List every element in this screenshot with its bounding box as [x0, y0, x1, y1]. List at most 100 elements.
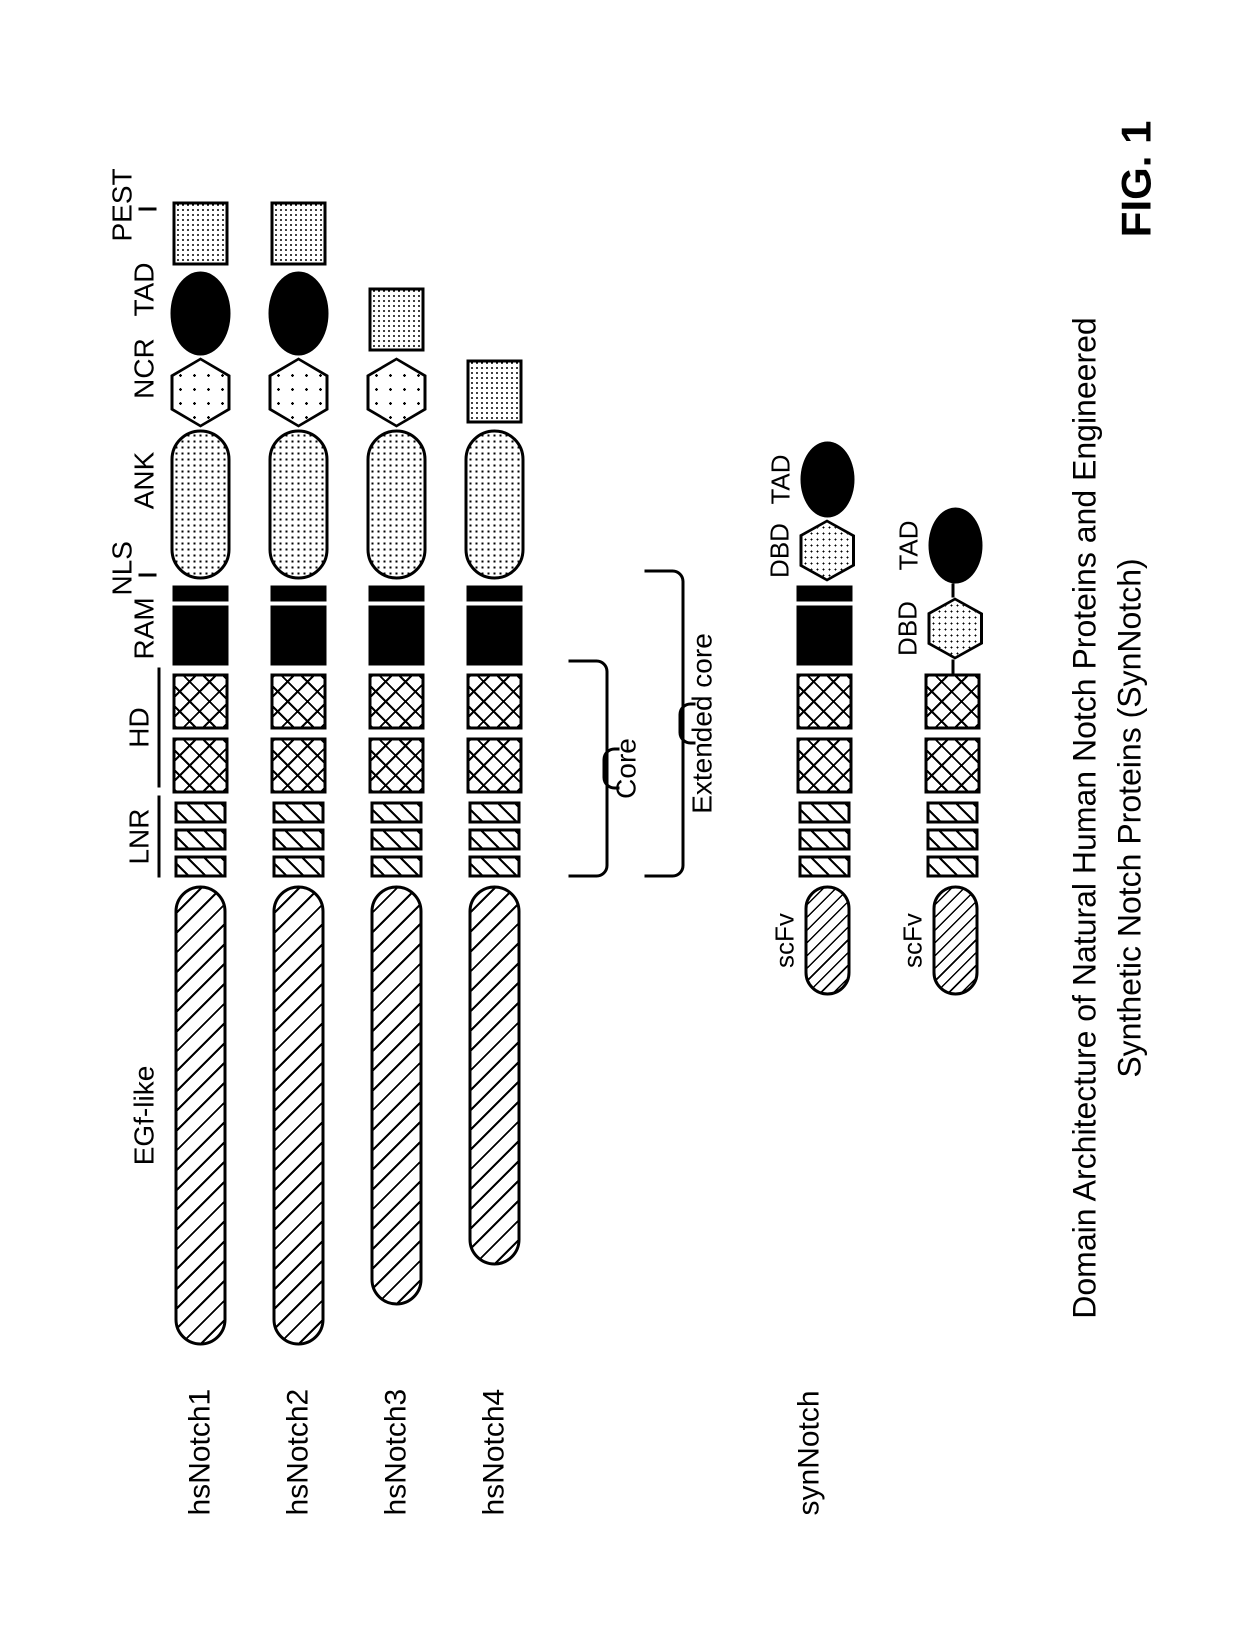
row-hsnotch2: hsNotch2: [269, 120, 329, 1515]
hd-header: HD: [124, 667, 161, 787]
lnr-domain: [469, 828, 521, 850]
lnr-domain: [469, 801, 521, 823]
ram-header: RAM: [129, 599, 161, 659]
nls-domain: [369, 585, 425, 601]
pest-domain: [271, 201, 327, 265]
tad-domain: [171, 271, 231, 355]
scfv-label: scFv: [769, 913, 800, 968]
scfv-domain: [804, 885, 850, 995]
label-hsnotch1: hsNotch1: [184, 1345, 218, 1515]
lnr-domain: [273, 855, 325, 877]
hd-domain: [797, 737, 853, 793]
tad-label: TAD: [765, 454, 796, 504]
tad-domain: [269, 271, 329, 355]
lnr-domain: [175, 828, 227, 850]
hd-domain: [271, 673, 327, 729]
core-brace: [569, 659, 609, 877]
lnr-header: LNR: [124, 795, 161, 877]
hd-domain: [369, 737, 425, 793]
lnr-domain: [799, 828, 851, 850]
ram-domain: [797, 605, 853, 665]
scfv-label: scFv: [897, 913, 928, 968]
lnr-domain: [799, 801, 851, 823]
ncr-domain: [171, 357, 231, 427]
figure-caption: Domain Architecture of Natural Human Not…: [1063, 120, 1153, 1515]
figure-number: FIG. 1: [1113, 120, 1161, 237]
label-hsnotch3: hsNotch3: [380, 1345, 414, 1515]
extended-core-brace: [645, 569, 685, 877]
lnr-domain: [927, 828, 979, 850]
row-hsnotch4: hsNotch4: [465, 120, 525, 1515]
connector: [951, 583, 954, 597]
lnr-domain: [273, 801, 325, 823]
label-hsnotch4: hsNotch4: [478, 1345, 512, 1515]
nls-domain: [173, 585, 229, 601]
pest-domain: [369, 287, 425, 351]
tad-label: TAD: [893, 520, 924, 570]
dbd-label: DBD: [764, 523, 795, 578]
row-hsnotch3: hsNotch3: [367, 120, 427, 1515]
tad-domain: [800, 441, 854, 517]
hd-domain: [173, 673, 229, 729]
egf-domain: [175, 885, 227, 1345]
nls-domain: [467, 585, 523, 601]
row-synnotch-core: scFv DBD TAD: [893, 120, 983, 1515]
dbd-domain: [799, 519, 855, 581]
tad-domain: [928, 507, 982, 583]
egf-domain: [273, 885, 325, 1345]
hd-domain: [467, 737, 523, 793]
pest-domain: [173, 201, 229, 265]
nls-domain: [271, 585, 327, 601]
tad-header: TAD: [129, 247, 161, 331]
nls-header: NLS: [107, 555, 161, 595]
dbd-domain: [927, 597, 983, 659]
label-synnotch: synNotch: [793, 1345, 827, 1515]
lnr-domain: [469, 855, 521, 877]
lnr-domain: [371, 801, 423, 823]
hd-domain: [173, 737, 229, 793]
lnr-domain: [175, 855, 227, 877]
connector: [951, 659, 954, 673]
ncr-domain: [367, 357, 427, 427]
hd-domain: [925, 673, 981, 729]
hd-domain: [797, 673, 853, 729]
ncr-domain: [269, 357, 329, 427]
diagram-container: EGf-like LNR HD RAM NLS ANK NCR TAD PEST…: [41, 40, 1201, 1595]
row-synnotch-extended: synNotch scFv DBD TAD: [765, 120, 855, 1515]
ank-domain: [269, 429, 329, 579]
ank-domain: [367, 429, 427, 579]
row-hsnotch1: hsNotch1: [171, 120, 231, 1515]
ank-domain: [465, 429, 525, 579]
lnr-domain: [371, 855, 423, 877]
ram-domain: [271, 605, 327, 665]
egf-header: EGf-like: [129, 885, 161, 1345]
brace-row: Core: [563, 120, 609, 1345]
brace-row-extended: Extended core: [639, 120, 685, 1345]
lnr-domain: [927, 801, 979, 823]
egf-domain: [371, 885, 423, 1305]
ram-domain: [173, 605, 229, 665]
hd-domain: [925, 737, 981, 793]
pest-domain: [467, 359, 523, 423]
extended-core-label: Extended core: [687, 633, 719, 814]
nls-domain: [797, 585, 853, 601]
lnr-domain: [273, 828, 325, 850]
hd-domain: [369, 673, 425, 729]
pest-header: PEST: [107, 177, 161, 241]
scfv-domain: [932, 885, 978, 995]
ncr-header: NCR: [129, 331, 161, 405]
lnr-domain: [371, 828, 423, 850]
ram-domain: [369, 605, 425, 665]
ank-header: ANK: [129, 405, 161, 555]
dbd-label: DBD: [892, 601, 923, 656]
hd-domain: [467, 673, 523, 729]
domain-header-row: EGf-like LNR HD RAM NLS ANK NCR TAD PEST: [101, 120, 161, 1345]
hd-domain: [271, 737, 327, 793]
ram-domain: [467, 605, 523, 665]
lnr-domain: [175, 801, 227, 823]
egf-domain: [469, 885, 521, 1265]
label-hsnotch2: hsNotch2: [282, 1345, 316, 1515]
lnr-domain: [799, 855, 851, 877]
lnr-domain: [927, 855, 979, 877]
ank-domain: [171, 429, 231, 579]
